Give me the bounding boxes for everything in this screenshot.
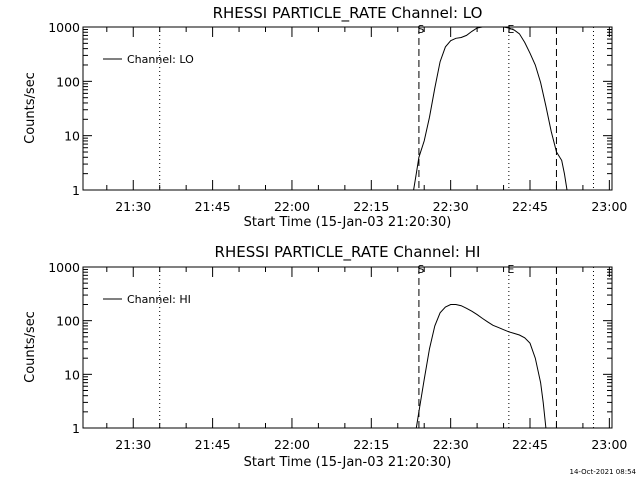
x-tick-label: 21:45 xyxy=(195,437,231,452)
x-tick-label: 22:45 xyxy=(512,437,548,452)
plot-frame xyxy=(82,26,613,191)
legend-entry: Channel: LO xyxy=(127,53,194,66)
y-tick-label: 100 xyxy=(56,314,80,329)
marker-label-e: E xyxy=(507,263,514,276)
y-tick-label: 1000 xyxy=(48,260,80,275)
marker-label-e: E xyxy=(507,23,514,36)
x-tick-label: 21:45 xyxy=(195,199,231,214)
chart-title: RHESSI PARTICLE_RATE Channel: LO xyxy=(213,4,483,23)
series-line-1 xyxy=(413,26,568,191)
x-axis-label: Start Time (15-Jan-03 21:20:30) xyxy=(244,215,452,230)
legend-entry: Channel: HI xyxy=(127,293,191,306)
x-axis-label: Start Time (15-Jan-03 21:20:30) xyxy=(244,455,452,470)
marker-label-s: S xyxy=(417,263,424,276)
x-tick-label: 22:45 xyxy=(512,199,548,214)
chart-title: RHESSI PARTICLE_RATE Channel: HI xyxy=(215,243,481,262)
y-tick-label: 10 xyxy=(64,129,80,144)
x-tick-label: 22:30 xyxy=(433,437,469,452)
y-tick-label: 1 xyxy=(72,421,80,436)
x-tick-label: 21:30 xyxy=(115,437,151,452)
x-tick-label: 22:30 xyxy=(433,199,469,214)
y-tick-label: 100 xyxy=(56,74,80,89)
x-tick-label: 22:15 xyxy=(353,437,389,452)
x-tick-label: 22:00 xyxy=(274,199,310,214)
y-tick-label: 10 xyxy=(64,367,80,382)
marker-label-s: S xyxy=(417,23,424,36)
x-tick-label: 23:00 xyxy=(591,437,627,452)
x-tick-label: 23:00 xyxy=(591,199,627,214)
y-axis-label: Counts/sec xyxy=(23,72,38,144)
chart-panel-2: RHESSI PARTICLE_RATE Channel: HI 1 10 100 10… xyxy=(23,243,627,470)
plot-frame xyxy=(82,266,613,429)
x-tick-label: 22:15 xyxy=(353,199,389,214)
y-tick-label: 1 xyxy=(72,183,80,198)
chart-panel-1: RHESSI PARTICLE_RATE Channel: LO 1 10 100 10… xyxy=(23,4,627,230)
y-axis-label: Counts/sec xyxy=(23,311,38,383)
series-line-1 xyxy=(415,304,547,429)
x-tick-label: 21:30 xyxy=(115,199,151,214)
generation-timestamp: 14-Oct-2021 08:54 xyxy=(570,468,637,476)
x-tick-label: 22:00 xyxy=(274,437,310,452)
y-tick-label: 1000 xyxy=(48,20,80,35)
